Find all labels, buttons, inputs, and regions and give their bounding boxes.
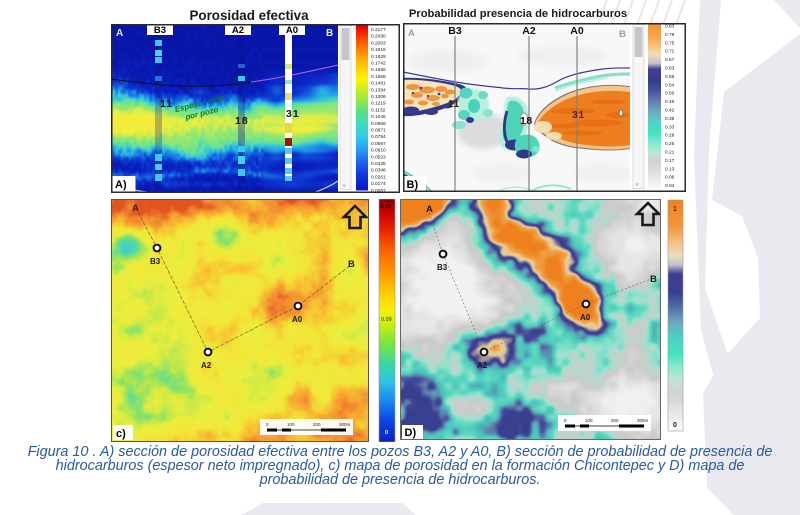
svg-text:100: 100 (585, 418, 593, 423)
svg-text:0: 0 (266, 422, 269, 427)
svg-text:A0: A0 (286, 25, 298, 36)
svg-text:0.71: 0.71 (665, 49, 675, 55)
svg-text:B: B (619, 29, 626, 40)
svg-text:v: v (636, 182, 639, 188)
svg-text:0.0697: 0.0697 (371, 141, 386, 147)
svg-text:0.1306: 0.1306 (371, 94, 386, 100)
svg-text:A0: A0 (570, 25, 584, 37)
svg-text:0.63: 0.63 (665, 66, 675, 72)
svg-text:A2: A2 (522, 25, 536, 37)
svg-text:c): c) (116, 428, 126, 440)
svg-text:0.1481: 0.1481 (371, 81, 386, 87)
svg-text:B: B (650, 274, 657, 285)
svg-text:A): A) (115, 179, 127, 191)
svg-text:D): D) (405, 427, 417, 439)
svg-text:0.1742: 0.1742 (371, 61, 386, 67)
svg-text:100: 100 (287, 422, 295, 427)
svg-text:B3: B3 (154, 25, 166, 36)
svg-text:0.0784: 0.0784 (371, 134, 386, 140)
svg-text:0: 0 (385, 430, 388, 436)
svg-text:A0: A0 (292, 315, 303, 324)
svg-text:A: A (116, 28, 123, 39)
svg-text:0.0958: 0.0958 (371, 121, 386, 127)
svg-text:0.13: 0.13 (665, 166, 675, 172)
svg-text:0.46: 0.46 (665, 99, 675, 105)
svg-text:11: 11 (160, 98, 173, 110)
svg-text:0.1655: 0.1655 (371, 67, 386, 73)
svg-text:0: 0 (673, 422, 677, 429)
svg-text:B: B (326, 28, 333, 39)
svg-text:0.2003: 0.2003 (371, 40, 386, 46)
svg-text:0.2177: 0.2177 (371, 27, 386, 33)
svg-text:0.0435: 0.0435 (371, 161, 386, 167)
svg-text:B: B (348, 259, 355, 270)
svg-text:0.50: 0.50 (665, 91, 675, 97)
svg-text:0.54: 0.54 (665, 82, 675, 88)
svg-text:0.04: 0.04 (665, 183, 675, 189)
svg-text:0.25: 0.25 (665, 141, 675, 147)
svg-text:0.18: 0.18 (380, 204, 391, 210)
svg-text:0.08: 0.08 (665, 175, 675, 181)
svg-text:300m: 300m (339, 422, 351, 427)
svg-text:A: A (132, 203, 139, 214)
svg-text:0.0174: 0.0174 (371, 181, 386, 187)
svg-text:1: 1 (673, 206, 677, 213)
svg-text:A2: A2 (477, 361, 488, 370)
svg-text:0.2090: 0.2090 (371, 34, 386, 40)
svg-text:A: A (408, 28, 415, 39)
svg-text:B3: B3 (150, 257, 161, 266)
svg-text:0: 0 (564, 418, 567, 423)
svg-text:0.79: 0.79 (665, 32, 675, 38)
svg-text:0.0610: 0.0610 (371, 148, 386, 154)
svg-text:0.1829: 0.1829 (371, 54, 386, 60)
svg-text:300m: 300m (637, 418, 649, 423)
svg-text:A2: A2 (201, 361, 212, 370)
svg-text:0.38: 0.38 (665, 116, 675, 122)
svg-text:0.83: 0.83 (665, 24, 675, 30)
svg-text:0.0087: 0.0087 (371, 188, 386, 193)
svg-text:0.33: 0.33 (665, 124, 675, 130)
svg-text:0.75: 0.75 (665, 40, 675, 46)
svg-text:0.58: 0.58 (665, 74, 675, 80)
svg-text:0.1045: 0.1045 (371, 114, 386, 120)
svg-text:0.1394: 0.1394 (371, 87, 386, 93)
svg-text:18: 18 (235, 115, 249, 127)
svg-text:B3: B3 (448, 25, 462, 37)
svg-text:A: A (426, 204, 433, 215)
svg-text:0.1568: 0.1568 (371, 74, 386, 80)
svg-text:B3: B3 (437, 263, 448, 272)
svg-text:200: 200 (611, 418, 619, 423)
svg-text:0.0261: 0.0261 (371, 174, 386, 180)
svg-text:A2: A2 (232, 25, 244, 36)
svg-text:0.17: 0.17 (665, 158, 675, 164)
svg-text:0.09: 0.09 (381, 317, 392, 323)
svg-text:0.0523: 0.0523 (371, 154, 386, 160)
svg-text:0.1916: 0.1916 (371, 47, 386, 53)
svg-text:0.21: 0.21 (665, 150, 675, 156)
svg-text:0.1132: 0.1132 (371, 107, 386, 113)
svg-text:11: 11 (448, 99, 460, 110)
svg-text:200: 200 (313, 422, 321, 427)
svg-text:B): B) (407, 179, 419, 191)
svg-text:18: 18 (520, 115, 533, 127)
svg-text:31: 31 (286, 108, 300, 120)
svg-text:0.0871: 0.0871 (371, 128, 386, 134)
svg-text:0.67: 0.67 (665, 57, 675, 63)
svg-text:A0: A0 (580, 313, 591, 322)
svg-text:31: 31 (572, 109, 585, 121)
svg-text:0.29: 0.29 (665, 133, 675, 139)
svg-text:0.42: 0.42 (665, 108, 675, 114)
svg-text:0.0348: 0.0348 (371, 168, 386, 174)
svg-text:v: v (343, 183, 346, 189)
svg-text:0.1219: 0.1219 (371, 101, 386, 107)
